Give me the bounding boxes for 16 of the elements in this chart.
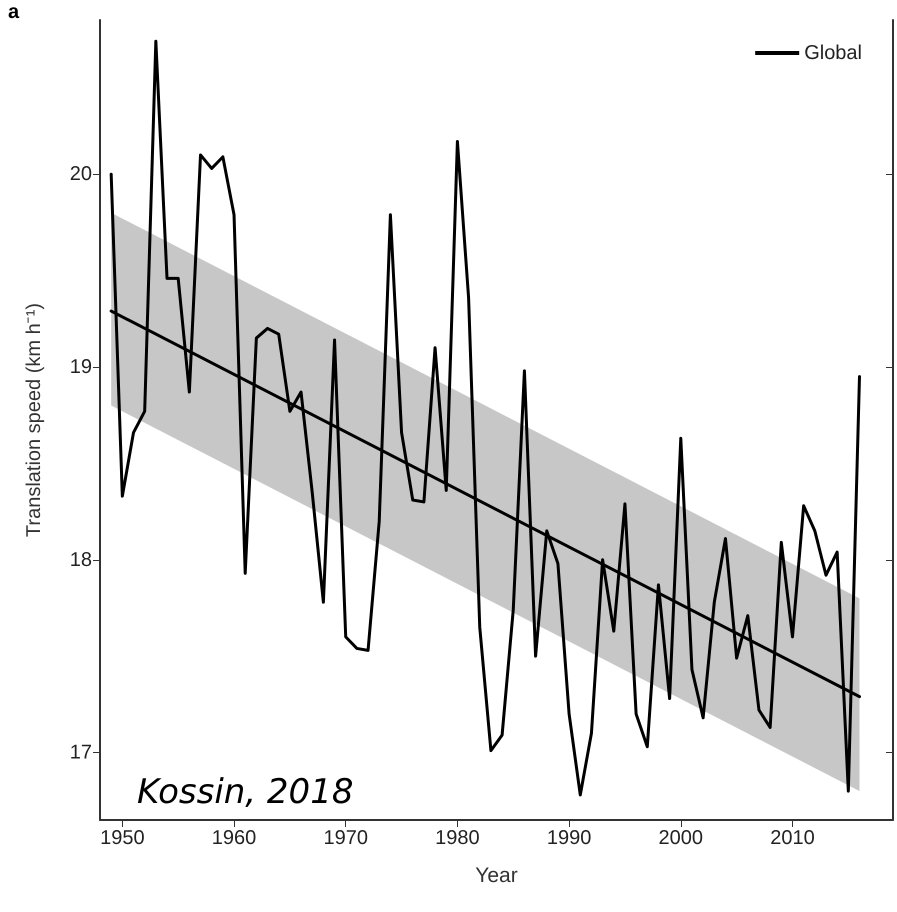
x-tick-label: 1960 — [212, 827, 256, 849]
y-tick-label: 19 — [70, 356, 92, 378]
x-axis-title: Year — [475, 864, 518, 887]
x-tick-label: 1980 — [435, 827, 480, 849]
annotation: Kossin, 2018 — [137, 772, 354, 812]
y-tick-label: 20 — [70, 163, 92, 186]
y-tick-label: 17 — [70, 742, 92, 764]
x-tick-label: 2000 — [658, 827, 704, 849]
legend-label: Global — [804, 42, 862, 64]
x-tick-label: 2010 — [770, 827, 815, 849]
x-tick-label: 1970 — [323, 827, 368, 849]
y-tick-label: 18 — [70, 548, 92, 571]
text: a — [8, 1, 20, 23]
x-tick-label: 1990 — [546, 827, 592, 849]
x-tick-label: 1950 — [100, 827, 145, 849]
y-axis-title: Translation speed (km h⁻¹) — [23, 302, 45, 538]
